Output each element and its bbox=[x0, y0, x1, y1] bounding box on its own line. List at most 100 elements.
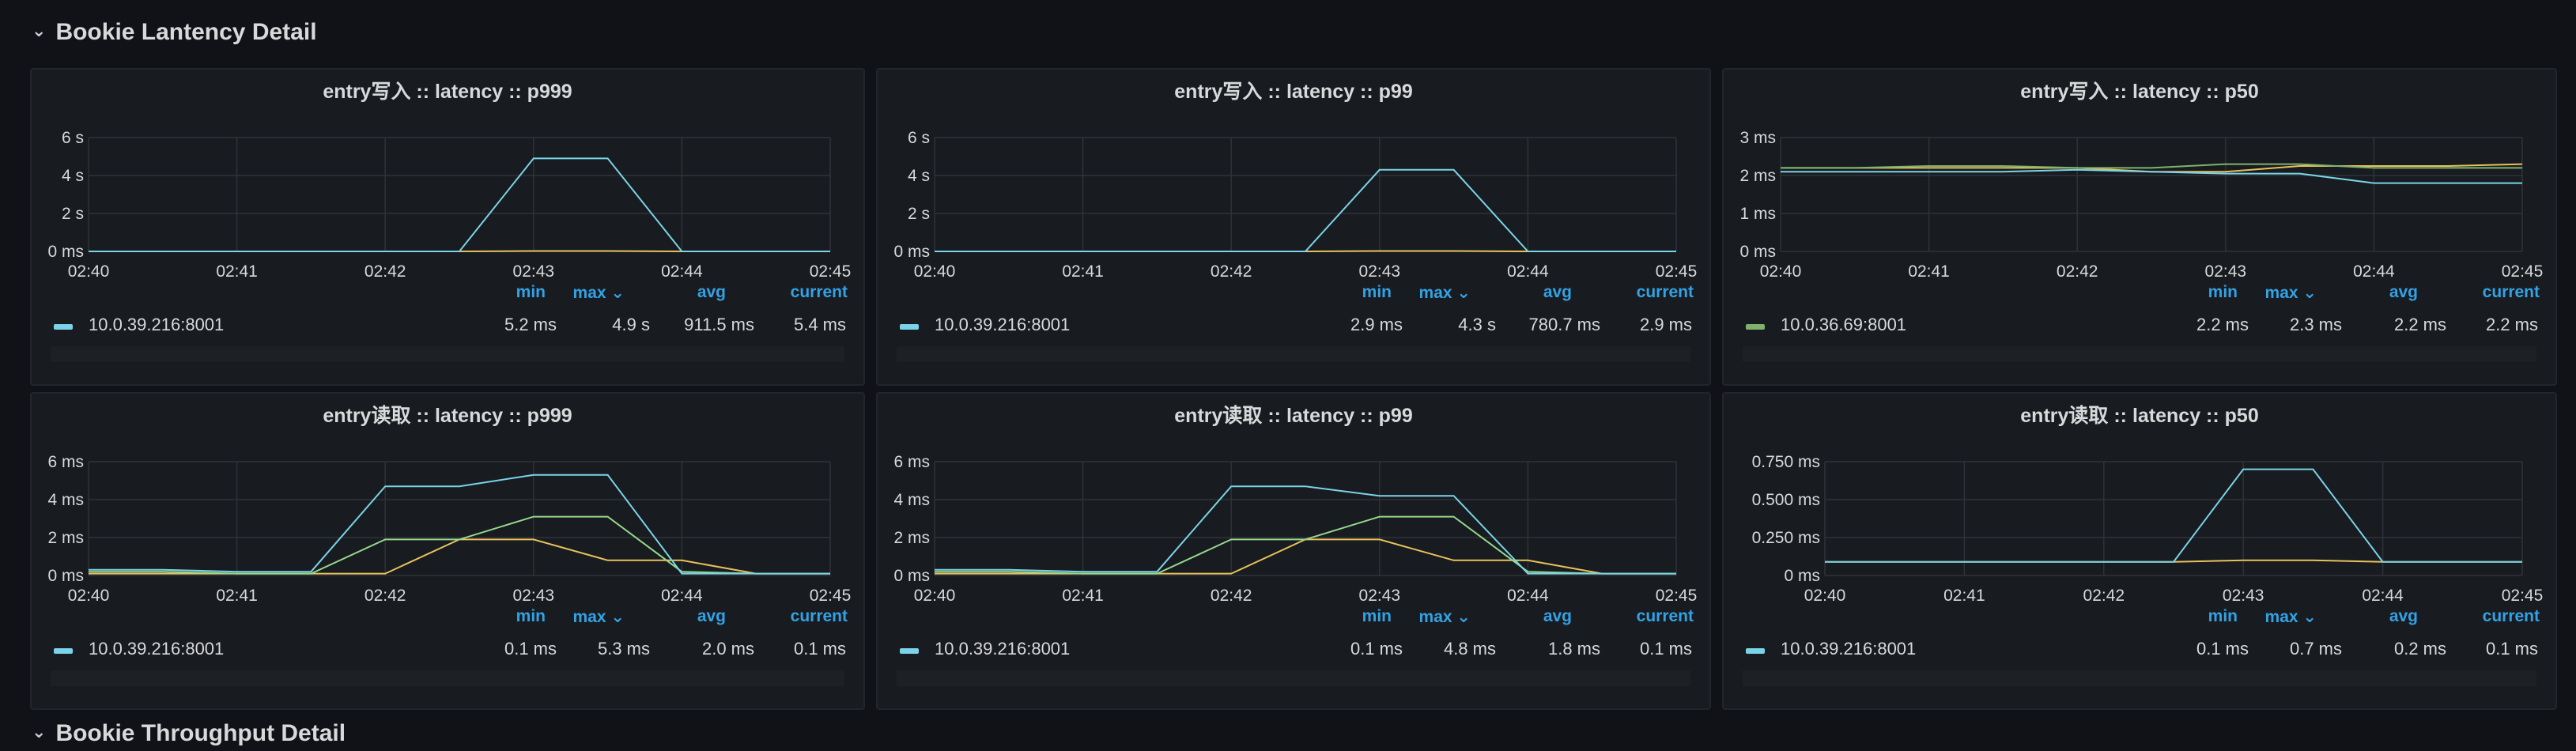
legend-scroll-area[interactable] bbox=[897, 670, 1690, 686]
legend-col-max[interactable]: max ⌄ bbox=[1418, 608, 1471, 626]
y-tick-label: 0 ms bbox=[47, 243, 84, 261]
legend-value-current: 5.4 ms bbox=[793, 315, 846, 334]
legend-value-max: 0.7 ms bbox=[2289, 639, 2342, 659]
legend-col-avg[interactable]: avg bbox=[697, 283, 726, 301]
y-tick-label: 0 ms bbox=[1739, 243, 1776, 261]
series-line[interactable] bbox=[1781, 163, 2522, 169]
series-swatch[interactable] bbox=[900, 324, 919, 330]
x-tick-label: 02:45 bbox=[810, 587, 852, 605]
series-line[interactable] bbox=[89, 474, 830, 575]
panel-title[interactable]: entry写入 :: latency :: p999 bbox=[323, 81, 572, 103]
legend-value-current: 0.1 ms bbox=[793, 639, 846, 659]
x-tick-label: 02:44 bbox=[1507, 587, 1549, 605]
legend-series-row[interactable]: 10.0.39.216:8001 2.9 ms 4.3 s 780.7 ms 2.9 m… bbox=[878, 313, 1709, 340]
row-header-throughput[interactable]: ⌄ Bookie Throughput Detail bbox=[32, 716, 346, 751]
legend-col-min[interactable]: min bbox=[1362, 283, 1392, 301]
legend-col-avg[interactable]: avg bbox=[2389, 607, 2418, 625]
y-tick-label: 4 s bbox=[908, 167, 930, 185]
legend-value-max: 5.3 ms bbox=[597, 639, 650, 659]
series-line[interactable] bbox=[935, 485, 1676, 575]
graph-panel[interactable]: entry写入 :: latency :: p50 3 ms 2 ms 1 ms 0 m… bbox=[1722, 68, 2557, 386]
row-title-latency: Bookie Lantency Detail bbox=[55, 19, 317, 45]
legend-value-max: 2.3 ms bbox=[2289, 315, 2342, 334]
panel-title[interactable]: entry读取 :: latency :: p50 bbox=[2020, 405, 2259, 427]
legend-col-current[interactable]: current bbox=[1636, 283, 1694, 301]
graph-panel[interactable]: entry读取 :: latency :: p999 6 ms 4 ms 2 ms 0 … bbox=[30, 392, 865, 710]
series-line[interactable] bbox=[1781, 168, 2522, 184]
x-tick-label: 02:42 bbox=[1211, 262, 1252, 281]
legend-series-row[interactable]: 10.0.39.216:8001 0.1 ms 5.3 ms 2.0 ms 0.1 ms bbox=[32, 637, 863, 664]
legend-col-min[interactable]: min bbox=[516, 283, 546, 301]
series-line[interactable] bbox=[935, 538, 1676, 575]
series-name[interactable]: 10.0.39.216:8001 bbox=[935, 315, 1071, 334]
legend-col-min[interactable]: min bbox=[516, 607, 546, 625]
series-name[interactable]: 10.0.39.216:8001 bbox=[935, 639, 1071, 659]
legend-col-avg[interactable]: avg bbox=[2389, 283, 2418, 301]
series-line[interactable] bbox=[89, 538, 830, 575]
x-tick-label: 02:42 bbox=[364, 587, 406, 605]
series-swatch[interactable] bbox=[1746, 324, 1765, 330]
row-header-latency[interactable]: ⌄ Bookie Lantency Detail bbox=[32, 15, 317, 50]
legend-col-min[interactable]: min bbox=[1362, 607, 1392, 625]
series-line[interactable] bbox=[935, 168, 1676, 252]
legend-col-max[interactable]: max ⌄ bbox=[1418, 284, 1471, 302]
legend-col-current[interactable]: current bbox=[2482, 607, 2540, 625]
series-swatch[interactable] bbox=[900, 648, 919, 654]
legend-col-max[interactable]: max ⌄ bbox=[2264, 608, 2317, 626]
panel-title[interactable]: entry写入 :: latency :: p99 bbox=[1174, 81, 1413, 103]
series-line[interactable] bbox=[1825, 468, 2522, 563]
series-swatch[interactable] bbox=[54, 324, 73, 330]
x-tick-label: 02:45 bbox=[810, 262, 852, 281]
series-swatch[interactable] bbox=[54, 648, 73, 654]
legend-series-row[interactable]: 10.0.39.216:8001 5.2 ms 4.9 s 911.5 ms 5.4 m… bbox=[32, 313, 863, 340]
legend-header: min max ⌄ avg current bbox=[878, 283, 1694, 305]
legend-value-min: 0.1 ms bbox=[504, 639, 557, 659]
legend-col-current[interactable]: current bbox=[790, 607, 848, 625]
legend-value-min: 0.1 ms bbox=[1350, 639, 1403, 659]
graph-panel[interactable]: entry读取 :: latency :: p50 0.750 ms 0.500 m… bbox=[1722, 392, 2557, 710]
legend-header: min max ⌄ avg current bbox=[32, 607, 848, 629]
y-tick-label: 1 ms bbox=[1739, 205, 1776, 223]
x-tick-label: 02:43 bbox=[1359, 587, 1401, 605]
legend-scroll-area[interactable] bbox=[1743, 346, 2536, 362]
series-line[interactable] bbox=[89, 157, 830, 252]
series-line[interactable] bbox=[89, 515, 830, 575]
legend-col-max[interactable]: max ⌄ bbox=[572, 284, 625, 302]
series-name[interactable]: 10.0.39.216:8001 bbox=[89, 315, 225, 334]
chart-plot: 6 ms 4 ms 2 ms 0 ms 02:40 02:41 02:42 02:43 02:4… bbox=[893, 453, 1697, 605]
series-line[interactable] bbox=[935, 515, 1676, 575]
legend-scroll-area[interactable] bbox=[51, 346, 844, 362]
x-tick-label: 02:42 bbox=[2083, 587, 2125, 605]
legend-scroll-area[interactable] bbox=[897, 346, 1690, 362]
legend-col-current[interactable]: current bbox=[790, 283, 848, 301]
x-tick-label: 02:44 bbox=[661, 587, 703, 605]
legend-col-avg[interactable]: avg bbox=[1543, 283, 1572, 301]
series-name[interactable]: 10.0.36.69:8001 bbox=[1781, 315, 1907, 334]
legend-col-min[interactable]: min bbox=[2208, 607, 2238, 625]
y-tick-label: 4 s bbox=[62, 167, 84, 185]
panel-title[interactable]: entry写入 :: latency :: p50 bbox=[2020, 81, 2259, 103]
legend-col-min[interactable]: min bbox=[2208, 283, 2238, 301]
x-tick-label: 02:44 bbox=[1507, 262, 1549, 281]
series-swatch[interactable] bbox=[1746, 648, 1765, 654]
legend-col-current[interactable]: current bbox=[2482, 283, 2540, 301]
panel-title[interactable]: entry读取 :: latency :: p99 bbox=[1174, 405, 1413, 427]
panel-title[interactable]: entry读取 :: latency :: p999 bbox=[323, 405, 572, 427]
legend-scroll-area[interactable] bbox=[51, 670, 844, 686]
legend-col-avg[interactable]: avg bbox=[697, 607, 726, 625]
legend-series-row[interactable]: 10.0.36.69:8001 2.2 ms 2.3 ms 2.2 ms 2.2 ms bbox=[1724, 313, 2555, 340]
legend-col-current[interactable]: current bbox=[1636, 607, 1694, 625]
series-name[interactable]: 10.0.39.216:8001 bbox=[1781, 639, 1917, 659]
legend-value-min: 2.2 ms bbox=[2196, 315, 2249, 334]
legend-value-max: 4.9 s bbox=[612, 315, 650, 334]
legend-scroll-area[interactable] bbox=[1743, 670, 2536, 686]
legend-col-max[interactable]: max ⌄ bbox=[2264, 284, 2317, 302]
series-name[interactable]: 10.0.39.216:8001 bbox=[89, 639, 225, 659]
legend-series-row[interactable]: 10.0.39.216:8001 0.1 ms 0.7 ms 0.2 ms 0.1 ms bbox=[1724, 637, 2555, 664]
legend-col-max[interactable]: max ⌄ bbox=[572, 608, 625, 626]
legend-col-avg[interactable]: avg bbox=[1543, 607, 1572, 625]
legend-series-row[interactable]: 10.0.39.216:8001 0.1 ms 4.8 ms 1.8 ms 0.1 ms bbox=[878, 637, 1709, 664]
